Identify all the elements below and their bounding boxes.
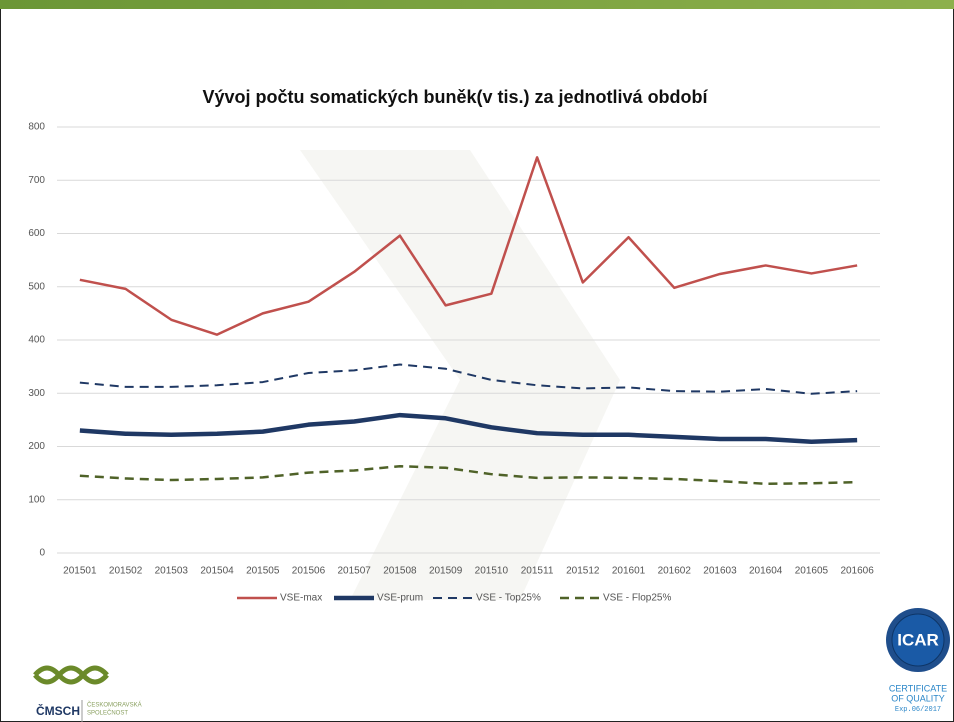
x-tick-label: 201604	[749, 566, 783, 577]
x-tick-label: 201508	[383, 566, 417, 577]
x-tick-label: 201601	[612, 566, 646, 577]
x-tick-label: 201510	[475, 566, 509, 577]
legend-label: VSE - Flop25%	[603, 593, 671, 604]
x-tick-label: 201503	[155, 566, 189, 577]
x-tick-label: 201512	[566, 566, 600, 577]
x-tick-label: 201501	[63, 566, 97, 577]
legend-label: VSE - Top25%	[476, 593, 541, 604]
logo-left: ČMSCH ČESKOMORAVSKÁ SPOLEČNOST	[33, 665, 142, 722]
logo-right: ICAR CERTIFICATE OF QUALITY Exp.06/2017	[886, 608, 950, 714]
y-tick-label: 400	[28, 335, 45, 346]
x-tick-label: 201602	[658, 566, 692, 577]
top-bar	[0, 0, 954, 9]
series-line	[79, 156, 858, 336]
series-line	[79, 412, 858, 444]
watermark	[300, 150, 620, 600]
y-tick-label: 200	[28, 441, 45, 452]
y-tick-label: 800	[28, 122, 45, 133]
logo-waves	[33, 665, 109, 685]
y-tick-label: 0	[39, 548, 45, 559]
series-line	[79, 363, 858, 395]
x-tick-label: 201504	[200, 566, 234, 577]
chart-title: Vývoj počtu somatických buněk(v tis.) za…	[202, 87, 708, 107]
y-tick-label: 100	[28, 494, 45, 505]
icar-subtext: CERTIFICATE	[889, 683, 947, 693]
icar-badge-inner	[891, 613, 945, 667]
y-tick-label: 500	[28, 281, 45, 292]
x-tick-label: 201605	[795, 566, 829, 577]
x-tick-label: 201507	[338, 566, 372, 577]
x-tick-label: 201606	[840, 566, 874, 577]
x-tick-label: 201509	[429, 566, 463, 577]
x-tick-label: 201506	[292, 566, 326, 577]
series-line	[79, 464, 858, 486]
x-tick-label: 201511	[521, 566, 554, 577]
logo-subtext: ČESKOMORAVSKÁ	[87, 702, 142, 709]
icar-subtext: Exp.06/2017	[895, 706, 941, 714]
logo-text: ČMSCH	[36, 703, 80, 718]
icar-subtext: OF QUALITY	[891, 693, 945, 703]
logo-subtext: SPOLEČNOST	[87, 710, 128, 717]
y-tick-label: 600	[28, 228, 45, 239]
x-tick-label: 201502	[109, 566, 143, 577]
y-tick-label: 700	[28, 175, 45, 186]
y-tick-label: 300	[28, 388, 45, 399]
icar-text: ICAR	[897, 630, 939, 649]
legend-label: VSE-prum	[377, 593, 423, 604]
x-tick-label: 201603	[703, 566, 737, 577]
x-tick-label: 201505	[246, 566, 280, 577]
legend-label: VSE-max	[280, 593, 322, 604]
